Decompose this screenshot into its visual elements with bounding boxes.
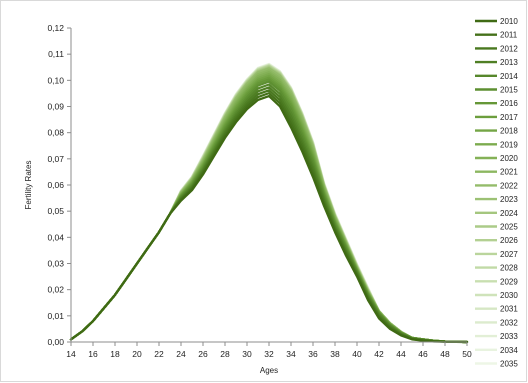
x-tick-label: 32 [264,349,274,359]
series-line-2018 [69,74,469,344]
x-tick-labels: 14 16 18 20 22 24 26 28 30 32 34 36 38 40 42 44 46 48 50 [66,342,472,359]
y-tick-label: 0,00 [47,337,64,347]
legend-label-2031: 2031 [500,305,518,314]
legend-label-2032: 2032 [500,318,518,327]
x-tick-label: 44 [396,349,406,359]
legend-label-2011: 2011 [500,31,518,40]
legend-label-2034: 2034 [500,346,518,355]
y-tick-label: 0,10 [47,75,64,85]
y-tick-label: 0,09 [47,102,64,112]
y-tick-label: 0,11 [48,49,64,59]
legend-label-2030: 2030 [500,291,518,300]
y-tick-label: 0,07 [47,154,64,164]
y-tick-label: 0,04 [47,232,64,242]
series-line-2011 [69,92,469,344]
legend-label-2024: 2024 [500,209,518,218]
series-line-2034 [69,63,469,344]
series-line-2016 [69,78,469,344]
legend-label-2015: 2015 [500,86,518,95]
series-line-2032 [69,63,469,344]
series-line-2021 [69,69,469,344]
legend-label-2018: 2018 [500,127,518,136]
legend-label-2019: 2019 [500,140,518,149]
legend-label-2012: 2012 [500,44,518,53]
legend-label-2017: 2017 [500,113,518,122]
series-lines [69,62,469,344]
legend-label-2010: 2010 [500,17,518,26]
series-line-2035 [69,62,469,344]
legend-label-2023: 2023 [500,195,518,204]
legend-label-2033: 2033 [500,332,518,341]
series-line-2022 [69,67,469,344]
series-line-2024 [69,66,469,344]
legend-label-2014: 2014 [500,72,518,81]
series-line-2031 [69,63,469,344]
x-tick-label: 38 [330,349,340,359]
series-line-2019 [69,72,469,344]
x-tick-label: 26 [198,349,208,359]
legend: 2010 2011 2012 2013 2014 2015 2016 2017 2018 2019… [475,17,518,369]
legend-label-2025: 2025 [500,223,518,232]
series-line-2028 [69,64,469,344]
series-line-2026 [69,65,469,344]
legend-label-2029: 2029 [500,277,518,286]
legend-label-2020: 2020 [500,154,518,163]
x-tick-label: 34 [286,349,296,359]
series-line-2025 [69,65,469,344]
x-tick-label: 36 [308,349,318,359]
y-tick-label: 0,05 [47,206,64,216]
series-line-2027 [69,64,469,344]
x-tick-label: 16 [88,349,98,359]
x-tick-label: 24 [176,349,186,359]
x-tick-label: 14 [66,349,76,359]
series-line-2014 [69,83,469,344]
x-tick-label: 22 [154,349,164,359]
series-line-2020 [69,71,469,344]
series-line-2015 [69,80,469,344]
x-axis-title: Ages [260,366,278,375]
legend-label-2016: 2016 [500,99,518,108]
series-line-2029 [69,64,469,344]
series-line-2023 [69,66,469,344]
x-tick-label: 18 [110,349,120,359]
series-line-2012 [69,89,469,344]
series-line-2030 [69,64,469,344]
y-tick-label: 0,01 [47,311,64,321]
legend-label-2013: 2013 [500,58,518,67]
legend-label-2026: 2026 [500,236,518,245]
y-tick-label: 0,03 [47,259,64,269]
y-axis-title: Fertility Rates [24,161,33,210]
y-tick-label: 0,12 [47,23,64,33]
y-tick-label: 0,02 [47,285,64,295]
legend-label-2035: 2035 [500,360,518,369]
x-tick-label: 48 [440,349,450,359]
x-tick-label: 46 [418,349,428,359]
y-tick-labels: 0,00 0,01 0,02 0,03 0,04 0,05 0,06 0,07 0,08 0,09… [47,23,71,347]
legend-label-2021: 2021 [500,168,518,177]
x-tick-label: 40 [352,349,362,359]
legend-label-2027: 2027 [500,250,518,259]
x-tick-label: 30 [242,349,252,359]
x-tick-label: 28 [220,349,230,359]
legend-label-2028: 2028 [500,264,518,273]
x-tick-label: 50 [462,349,472,359]
series-line-2010 [69,94,469,344]
series-line-2033 [69,63,469,344]
y-tick-label: 0,08 [47,128,64,138]
x-tick-label: 42 [374,349,384,359]
series-line-2017 [69,76,469,344]
y-tick-label: 0,06 [47,180,64,190]
series-line-2013 [69,86,469,344]
x-tick-label: 20 [132,349,142,359]
legend-label-2022: 2022 [500,181,518,190]
